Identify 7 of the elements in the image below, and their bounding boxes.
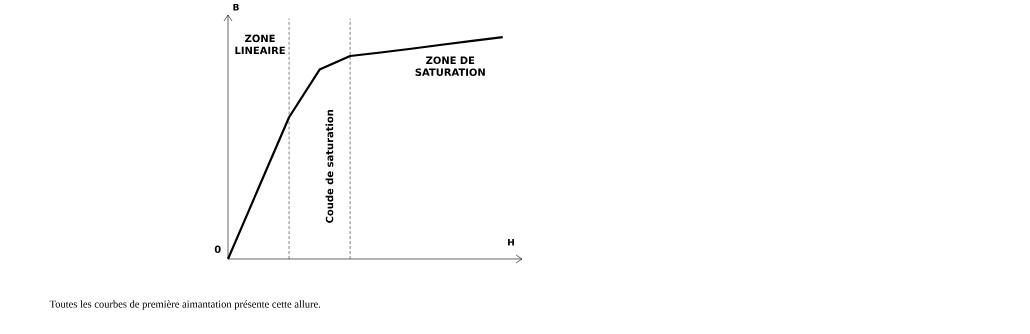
text: Toutes les courbes de première aimantation présente cette allure. [49, 300, 321, 310]
annotation: ZONE DE SATURATION [415, 56, 485, 76]
text: 0 [214, 245, 221, 254]
annotation: ZONE LINEAIRE [235, 34, 285, 54]
y-axis-title: B [233, 3, 239, 11]
x-axis-title: H [508, 238, 514, 246]
annotation: Coude de saturation [325, 109, 334, 223]
